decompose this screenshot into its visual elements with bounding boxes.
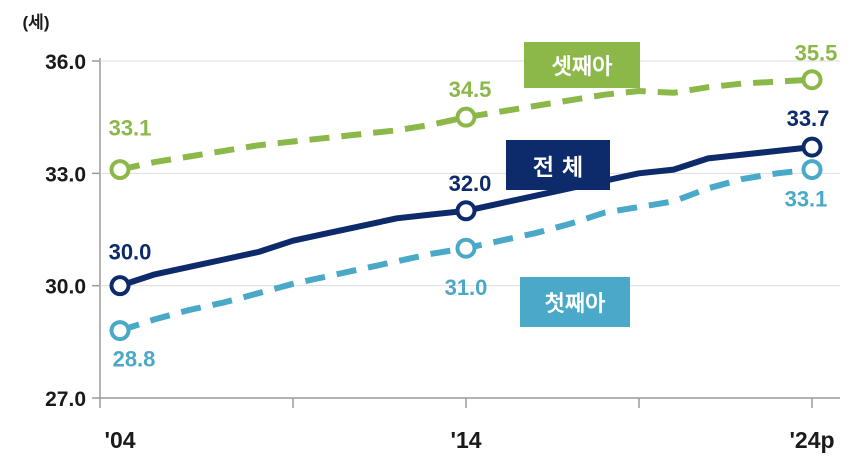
legend-tag-bg-셋째아 xyxy=(524,42,640,88)
legend-tag-text-첫째아: 첫째아 xyxy=(545,292,606,317)
data-point-marker xyxy=(455,200,477,222)
data-label: 28.8 xyxy=(113,347,156,372)
data-label: 33.7 xyxy=(787,106,830,131)
series-line-셋째아 xyxy=(119,76,813,173)
data-point-marker xyxy=(455,237,477,259)
x-tick-label: '24p xyxy=(789,427,834,453)
data-point-marker xyxy=(109,275,131,297)
data-label: 35.5 xyxy=(795,41,838,66)
y-tick-label: 27.0 xyxy=(45,388,86,411)
y-tick-label: 33.0 xyxy=(45,163,86,186)
data-point-marker xyxy=(801,69,823,91)
data-label: 32.0 xyxy=(449,171,492,196)
data-point-marker xyxy=(109,320,131,342)
y-tick-label: 36.0 xyxy=(45,51,86,74)
data-point-marker xyxy=(801,159,823,181)
x-tick-label: '04 xyxy=(104,427,135,453)
legend-tag-bg-전체 xyxy=(506,140,610,190)
data-label: 31.0 xyxy=(445,275,488,300)
legend-tag-bg-첫째아 xyxy=(520,277,630,327)
legend-tag-셋째아: 셋째아 xyxy=(524,42,640,88)
data-label: 33.1 xyxy=(785,187,828,212)
data-point-marker xyxy=(109,159,131,181)
legend-tag-전체: 전 체 xyxy=(506,140,610,190)
data-label: 33.1 xyxy=(109,116,152,141)
legend-tag-첫째아: 첫째아 xyxy=(520,277,630,327)
legend-tag-text-셋째아: 셋째아 xyxy=(552,55,613,80)
data-point-marker xyxy=(801,136,823,158)
data-label: 30.0 xyxy=(109,240,152,265)
data-label: 34.5 xyxy=(449,77,492,102)
y-unit-label: (세) xyxy=(23,13,50,32)
y-tick-label: 30.0 xyxy=(45,276,86,299)
x-tick-label: '14 xyxy=(450,427,481,453)
legend-tag-text-전체: 전 체 xyxy=(533,155,583,181)
data-point-marker xyxy=(455,106,477,128)
